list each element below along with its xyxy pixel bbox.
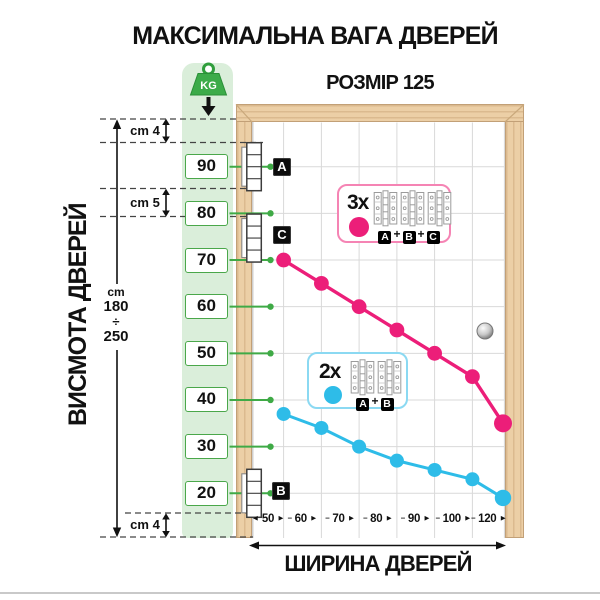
legend-three-hinges: 3x A + B + C [337,184,452,244]
hinge-icon [373,190,398,227]
weight-scale-90-kg: 90 [185,154,228,180]
door-hinges [241,141,263,519]
legend-two-hinges: 2x A + B [307,352,408,411]
bottom-divider [0,592,600,594]
hinge-label-B: B [272,482,290,500]
width-tick-50: ◄ 50 ► [251,513,285,525]
legend-3x-formula: A + B + C [369,227,449,244]
door-knob [476,322,494,340]
data-series [276,252,512,507]
data-point [352,439,367,454]
width-tick-90: – 90 ► [400,513,431,525]
weight-scale-80-kg: 80 [185,200,228,226]
weight-scale-60-kg: 60 [185,294,228,320]
size-subtitle: РОЗМІР 125 [326,72,434,94]
width-tick-120: – 120 ► [471,513,507,525]
weight-scale-50-kg: 50 [185,340,228,366]
data-point [494,489,512,507]
hinge-icon [427,190,452,227]
top-gap-label: cm 4 [130,123,160,138]
plus-sign: + [417,227,425,241]
height-range-unit: cm [107,285,125,299]
legend-3x-hinge-icons [373,190,452,227]
hinge-label-C: C [273,226,291,244]
data-point [276,406,291,421]
page-title: МАКСИМАЛЬНА ВАГА ДВЕРЕЙ [132,22,498,50]
data-point [351,299,367,315]
plus-sign: + [371,394,379,408]
hinge-label-A: A [273,158,291,176]
legend-2x-hinge-icons [350,359,402,396]
hinge-A [241,141,263,192]
weight-scale-40-kg: 40 [185,387,228,413]
formula-hinge-A: A [356,398,370,411]
hinge-icon [377,359,402,396]
door-frame-right-jamb [505,121,524,538]
data-point [427,462,442,477]
door-frame-top [236,104,524,122]
data-point [465,369,480,385]
plus-sign: + [393,227,401,241]
width-tick-100: – 100 ► [435,513,472,525]
height-range-annotation: cm 180 ÷ 250 [95,285,137,346]
data-point [314,275,329,291]
door-width-axis-label: ШИРИНА ДВЕРЕЙ [284,551,472,576]
legend-2x-multiplier: 2x [319,360,341,383]
width-tick-70: – 70 ► [325,513,356,525]
data-point [494,414,512,433]
formula-hinge-B: B [402,231,416,244]
width-tick-80: – 80 ► [363,513,393,525]
hinge-icon [350,359,375,396]
cyan-series-dot [324,386,342,404]
middle-gap-label: cm 5 [130,195,160,210]
pink-series-dot [349,217,369,237]
data-point [276,252,291,268]
data-point [427,345,442,361]
height-range-divider: ÷ [112,314,120,330]
weight-scale-20-kg: 20 [185,480,228,506]
dimension-arrows [112,118,506,550]
data-point [389,453,404,468]
legend-3x-multiplier: 3x [347,191,369,214]
data-point [314,420,329,435]
hinge-C [241,213,263,263]
formula-hinge-A: A [378,231,392,244]
bottom-gap-label: cm 4 [130,517,160,532]
formula-hinge-C: C [426,231,440,244]
data-point [465,472,480,487]
hinge-B [241,468,263,519]
weight-scale-30-kg: 30 [185,434,228,460]
height-range-max: 250 [103,328,129,346]
width-tick-60: – 60 ► [287,513,318,525]
height-range-min: 180 [103,297,129,315]
kg-weight-icon [189,62,228,116]
hinge-icon [400,190,425,227]
legend-2x-formula: A + B [345,394,405,411]
kg-weight-label: KG [200,80,217,92]
data-point [389,322,405,338]
formula-hinge-B: B [380,398,394,411]
weight-scale-70-kg: 70 [185,247,228,273]
